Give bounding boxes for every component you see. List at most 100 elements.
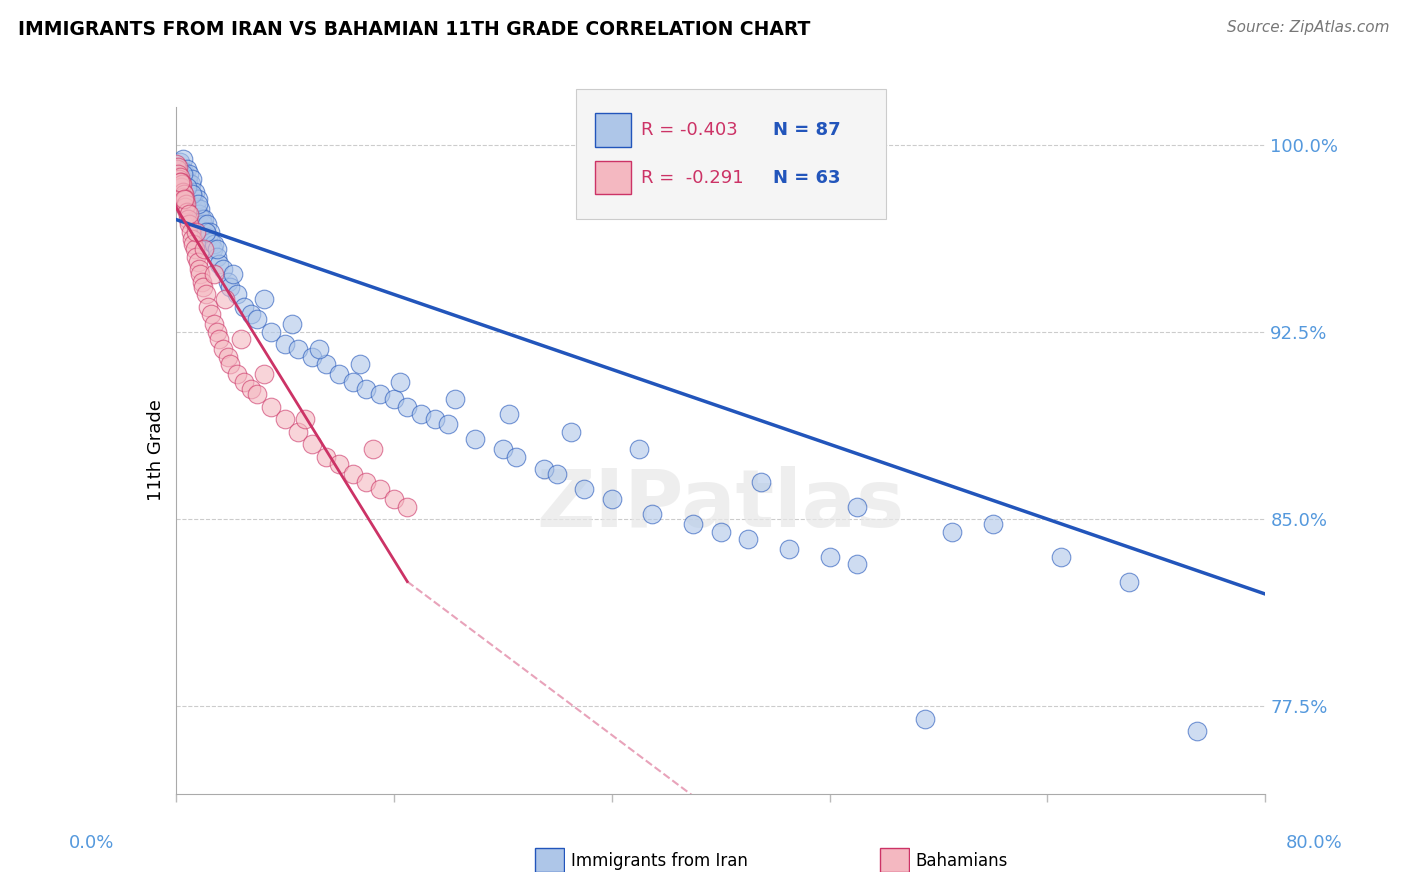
Point [173,193,195,207]
Point [294,412,316,426]
Point [368,387,391,401]
Point [172,168,194,182]
Point [315,450,337,464]
Point [205,325,228,339]
Point [186,200,208,214]
Point [187,262,209,277]
Point [492,442,515,457]
Point [356,382,378,396]
Point [176,205,198,219]
Point [423,412,446,426]
Point [546,467,568,482]
Point [174,169,197,184]
Point [198,225,221,239]
Point [778,542,800,557]
Point [260,400,283,414]
Point [941,524,963,539]
Point [167,172,190,186]
FancyBboxPatch shape [595,113,631,147]
Point [193,243,215,257]
Point [437,417,460,432]
Point [202,237,225,252]
Point [574,482,596,496]
Point [342,375,364,389]
Point [184,185,207,199]
Point [274,337,297,351]
Text: 0.0%: 0.0% [69,834,114,852]
Point [190,275,212,289]
Point [179,168,201,182]
Point [308,343,330,357]
Point [600,492,623,507]
Point [183,237,205,252]
Point [301,350,323,364]
Point [205,243,228,257]
Point [409,407,432,421]
Point [533,462,555,476]
Point [217,275,239,289]
Point [737,532,759,546]
Point [641,507,664,521]
Point [214,293,236,307]
Point [172,185,194,199]
Text: N = 87: N = 87 [773,121,841,139]
Point [301,437,323,451]
Point [246,387,269,401]
Point [368,482,391,496]
Point [212,262,235,277]
Point [174,200,197,214]
Point [170,162,193,177]
Point [183,190,205,204]
Point [260,325,283,339]
Text: IMMIGRANTS FROM IRAN VS BAHAMIAN 11TH GRADE CORRELATION CHART: IMMIGRANTS FROM IRAN VS BAHAMIAN 11TH GR… [18,20,811,38]
Text: N = 63: N = 63 [773,169,841,186]
Point [169,155,191,169]
Point [239,382,262,396]
Point [174,197,197,211]
Point [176,162,198,177]
Point [396,500,419,514]
Point [173,187,195,202]
Point [356,475,378,489]
Point [389,375,412,389]
Point [751,475,773,489]
Point [186,197,209,211]
Point [219,357,242,371]
Point [194,225,217,239]
Point [342,467,364,482]
Text: Immigrants from Iran: Immigrants from Iran [571,852,748,870]
Point [349,357,371,371]
Point [226,287,249,301]
Point [166,160,188,174]
Point [197,300,219,314]
Point [169,175,191,189]
Point [181,187,204,202]
Point [202,268,225,282]
Point [627,442,650,457]
Point [205,250,228,264]
Point [208,332,231,346]
Point [201,243,224,257]
Point [170,178,193,192]
Point [274,412,297,426]
Point [219,280,242,294]
Point [190,212,212,227]
Point [170,180,193,194]
Y-axis label: 11th Grade: 11th Grade [146,400,165,501]
Point [382,392,405,407]
Point [193,212,215,227]
Point [226,368,249,382]
Point [396,400,419,414]
Point [179,207,201,221]
Text: 80.0%: 80.0% [1286,834,1343,852]
Point [186,255,209,269]
Point [179,218,201,232]
Point [239,307,262,321]
Point [191,218,214,232]
Point [165,157,187,171]
Point [280,318,302,332]
Point [1050,549,1073,564]
Point [710,524,733,539]
Point [212,343,235,357]
Point [172,190,194,204]
